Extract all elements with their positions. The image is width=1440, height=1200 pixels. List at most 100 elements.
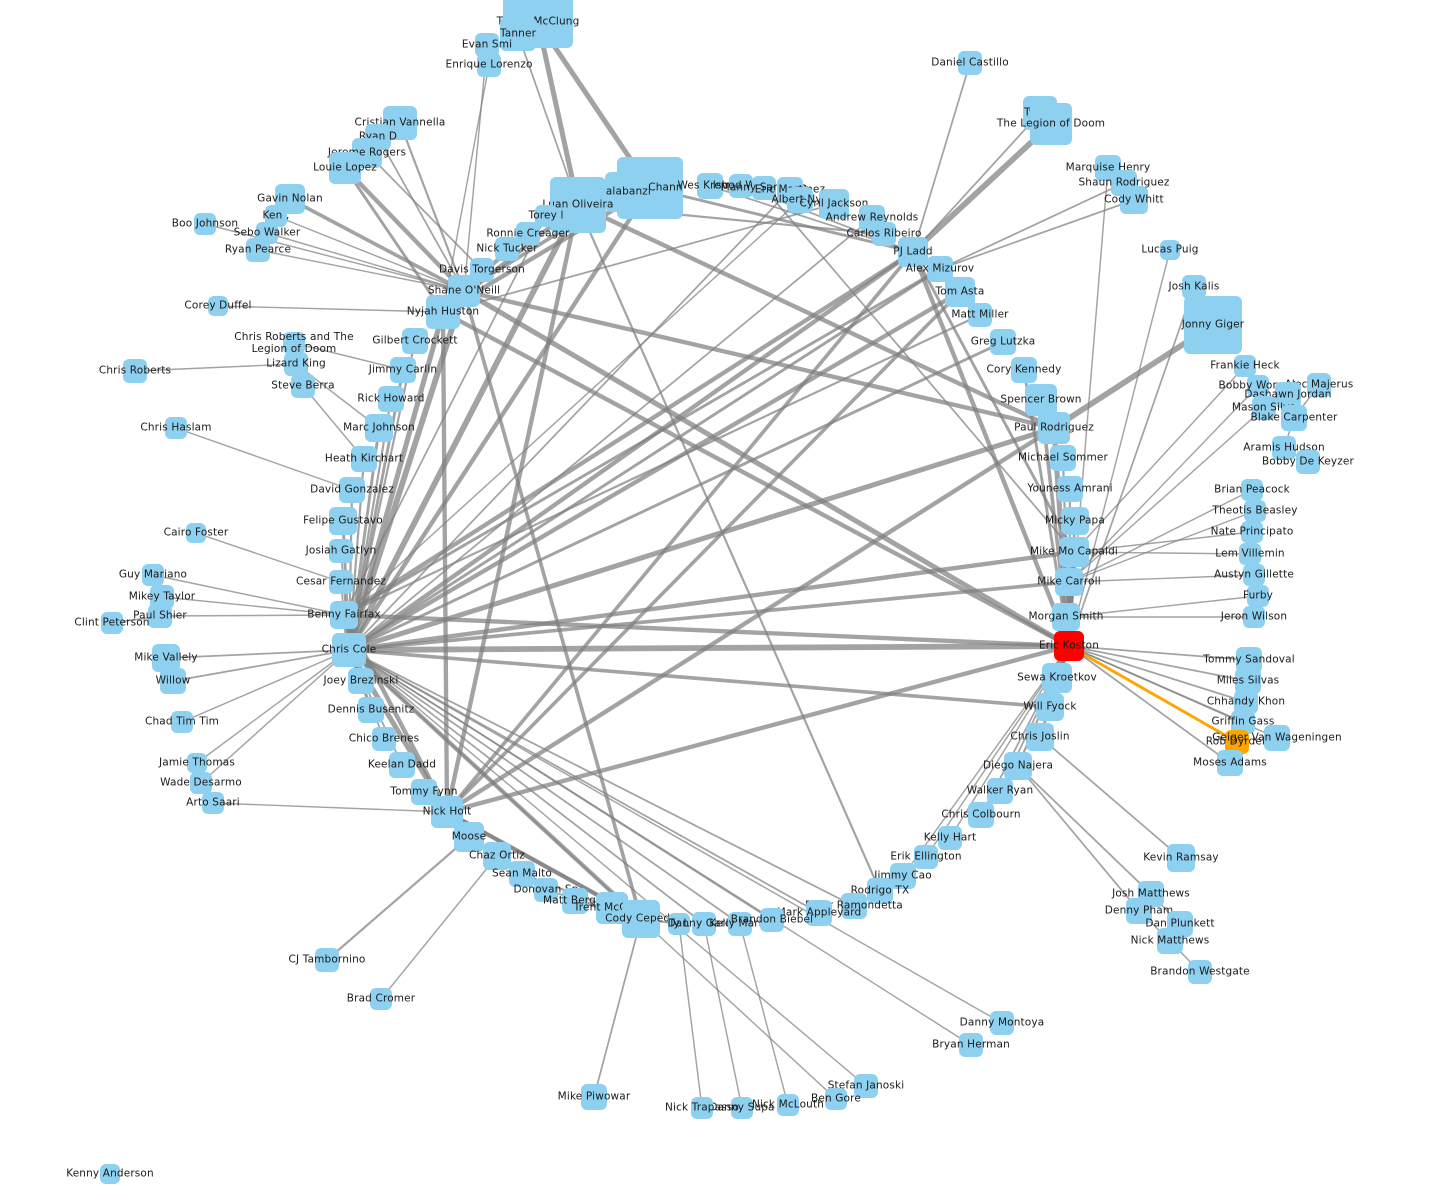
graph-node-clint-peterson[interactable] <box>101 612 123 634</box>
graph-node-lem-villemin[interactable] <box>1239 543 1261 565</box>
graph-node-greg-lutzka[interactable] <box>990 329 1016 355</box>
graph-node-chico-brenes[interactable] <box>372 727 396 751</box>
graph-node-kelly-hart[interactable] <box>938 826 962 850</box>
graph-node-furby[interactable] <box>1247 585 1269 607</box>
graph-node-willow[interactable] <box>160 668 186 694</box>
graph-node-luan-oliveira[interactable] <box>550 177 606 233</box>
graph-node-frankie-heck[interactable] <box>1234 355 1256 377</box>
graph-node-chris-haslam[interactable] <box>165 417 187 439</box>
graph-node-moses-adams[interactable] <box>1217 750 1243 776</box>
graph-node-dashawn-jordan[interactable] <box>1275 382 1301 408</box>
graph-node-legion-of-doom[interactable] <box>1030 103 1072 145</box>
graph-node-ken[interactable] <box>265 205 287 227</box>
graph-node-danny-montoya[interactable] <box>990 1011 1014 1035</box>
graph-node-chris-joslin[interactable] <box>1026 723 1054 751</box>
graph-node-nyjah-huston[interactable] <box>426 295 460 329</box>
graph-node-aramis-hudson[interactable] <box>1272 436 1296 460</box>
graph-node-carlos-ribeiro[interactable] <box>872 222 896 246</box>
graph-node-kevin-ramsay[interactable] <box>1167 844 1195 872</box>
graph-node-moose[interactable] <box>454 822 484 852</box>
graph-node-paul-shier[interactable] <box>148 604 172 628</box>
graph-node-diego-najera[interactable] <box>1004 752 1032 780</box>
graph-node-chris-roberts-legion[interactable] <box>283 332 305 354</box>
graph-node-gilbert-crockett[interactable] <box>402 328 428 354</box>
graph-node-guy-mariano[interactable] <box>142 564 164 586</box>
graph-node-nick-tucker[interactable] <box>495 237 519 261</box>
graph-node-wade-desarmo[interactable] <box>190 772 212 794</box>
graph-node-joey-brezinski[interactable] <box>348 668 374 694</box>
graph-node-brandon-biebel[interactable] <box>760 908 784 932</box>
graph-node-albert-nyberg[interactable] <box>787 187 813 213</box>
graph-node-mike-mo-capaldi[interactable] <box>1059 537 1089 567</box>
graph-node-felipe-gustavo[interactable] <box>329 507 357 535</box>
graph-node-mike-carroll[interactable] <box>1055 568 1083 596</box>
graph-node-rick-howard[interactable] <box>378 386 404 412</box>
graph-node-donovan-sp[interactable] <box>534 878 558 902</box>
graph-node-ben-gore[interactable] <box>825 1088 847 1110</box>
graph-node-nick-trapasso[interactable] <box>691 1097 713 1119</box>
graph-node-josiah-gatlyn[interactable] <box>329 539 353 563</box>
graph-node-geiger-van-wageningen[interactable] <box>1264 725 1290 751</box>
graph-node-tanner[interactable] <box>500 17 536 51</box>
graph-node-corey-duffel[interactable] <box>208 296 228 316</box>
graph-node-bryan-herman[interactable] <box>959 1033 983 1057</box>
graph-node-chris-colbourn[interactable] <box>968 802 994 828</box>
graph-node-paul-rodriguez[interactable] <box>1038 412 1070 444</box>
graph-node-jamie-thomas[interactable] <box>187 753 207 773</box>
graph-node-boo-johnson[interactable] <box>194 213 216 235</box>
graph-node-david-gonzalez[interactable] <box>339 477 365 503</box>
graph-node-theotis-beasley[interactable] <box>1244 500 1266 522</box>
graph-node-tom-asta[interactable] <box>945 277 975 307</box>
graph-node-denny-pham[interactable] <box>1126 898 1152 924</box>
graph-node-rodrigo-tx[interactable] <box>867 878 893 904</box>
graph-node-ty-l[interactable] <box>668 913 690 935</box>
graph-node-wes-kremer[interactable] <box>697 173 723 199</box>
graph-node-chris-roberts[interactable] <box>123 359 147 383</box>
graph-node-mark-appleyard[interactable] <box>806 900 832 926</box>
graph-node-steve-berra[interactable] <box>291 374 315 398</box>
graph-node-arto-saari[interactable] <box>202 792 224 814</box>
graph-node-ryan-pearce[interactable] <box>246 238 270 262</box>
graph-node-mike-vallely[interactable] <box>152 644 180 672</box>
graph-node-ishod-wair[interactable] <box>729 174 753 198</box>
graph-node-brad-cromer[interactable] <box>370 988 392 1010</box>
graph-node-jimmy-carlin[interactable] <box>390 357 416 383</box>
graph-node-alec-majerus[interactable] <box>1307 373 1331 397</box>
graph-node-miles-silvas[interactable] <box>1235 668 1261 694</box>
graph-node-cory-kennedy[interactable] <box>1011 357 1037 383</box>
graph-node-lucas-puig[interactable] <box>1160 240 1180 260</box>
graph-node-mason-silva[interactable] <box>1252 396 1276 420</box>
graph-node-daniel-castillo[interactable] <box>958 51 982 75</box>
graph-node-blake-carpenter[interactable] <box>1281 405 1307 431</box>
graph-node-kenny-anderson[interactable] <box>100 1164 120 1184</box>
graph-node-enrique-lorenzo[interactable] <box>477 53 501 77</box>
graph-node-danny-garcia[interactable] <box>692 912 716 936</box>
graph-node-pj-ladd[interactable] <box>898 237 928 267</box>
graph-node-matt-berger[interactable] <box>562 888 588 914</box>
graph-node-austyn-gillette[interactable] <box>1243 564 1265 586</box>
graph-node-jimmy-cao[interactable] <box>890 863 916 889</box>
graph-node-cairo-foster[interactable] <box>186 523 206 543</box>
graph-node-sean-malto[interactable] <box>509 861 535 887</box>
graph-node-bobby-de-keyzer[interactable] <box>1296 450 1320 474</box>
graph-node-youness-amrani[interactable] <box>1057 476 1083 502</box>
graph-node-nick-matthews[interactable] <box>1157 928 1183 954</box>
graph-node-louie-lopez[interactable] <box>329 152 361 184</box>
graph-node-micky-papa[interactable] <box>1061 507 1089 535</box>
graph-node-morgan-smith[interactable] <box>1052 603 1080 631</box>
graph-node-danny-supa[interactable] <box>731 1097 753 1119</box>
graph-node-chris-cole[interactable] <box>332 633 366 667</box>
graph-node-dennis-busenitz[interactable] <box>358 697 384 723</box>
graph-node-nate-principato[interactable] <box>1241 521 1263 543</box>
graph-node-cesar-fernandez[interactable] <box>329 570 353 594</box>
graph-node-keelan-dadd[interactable] <box>389 752 415 778</box>
graph-node-cody-whitt[interactable] <box>1120 186 1148 214</box>
graph-node-benny-fairfax[interactable] <box>330 601 358 629</box>
graph-node-jeron-wilson[interactable] <box>1243 606 1265 628</box>
graph-node-stefan-janoski[interactable] <box>854 1074 878 1098</box>
graph-node-matt-miller[interactable] <box>968 303 992 327</box>
graph-node-spencer-brown[interactable] <box>1025 384 1057 416</box>
graph-node-jonny-giger[interactable] <box>1184 296 1242 354</box>
graph-node-kalabanzi[interactable] <box>605 172 645 212</box>
